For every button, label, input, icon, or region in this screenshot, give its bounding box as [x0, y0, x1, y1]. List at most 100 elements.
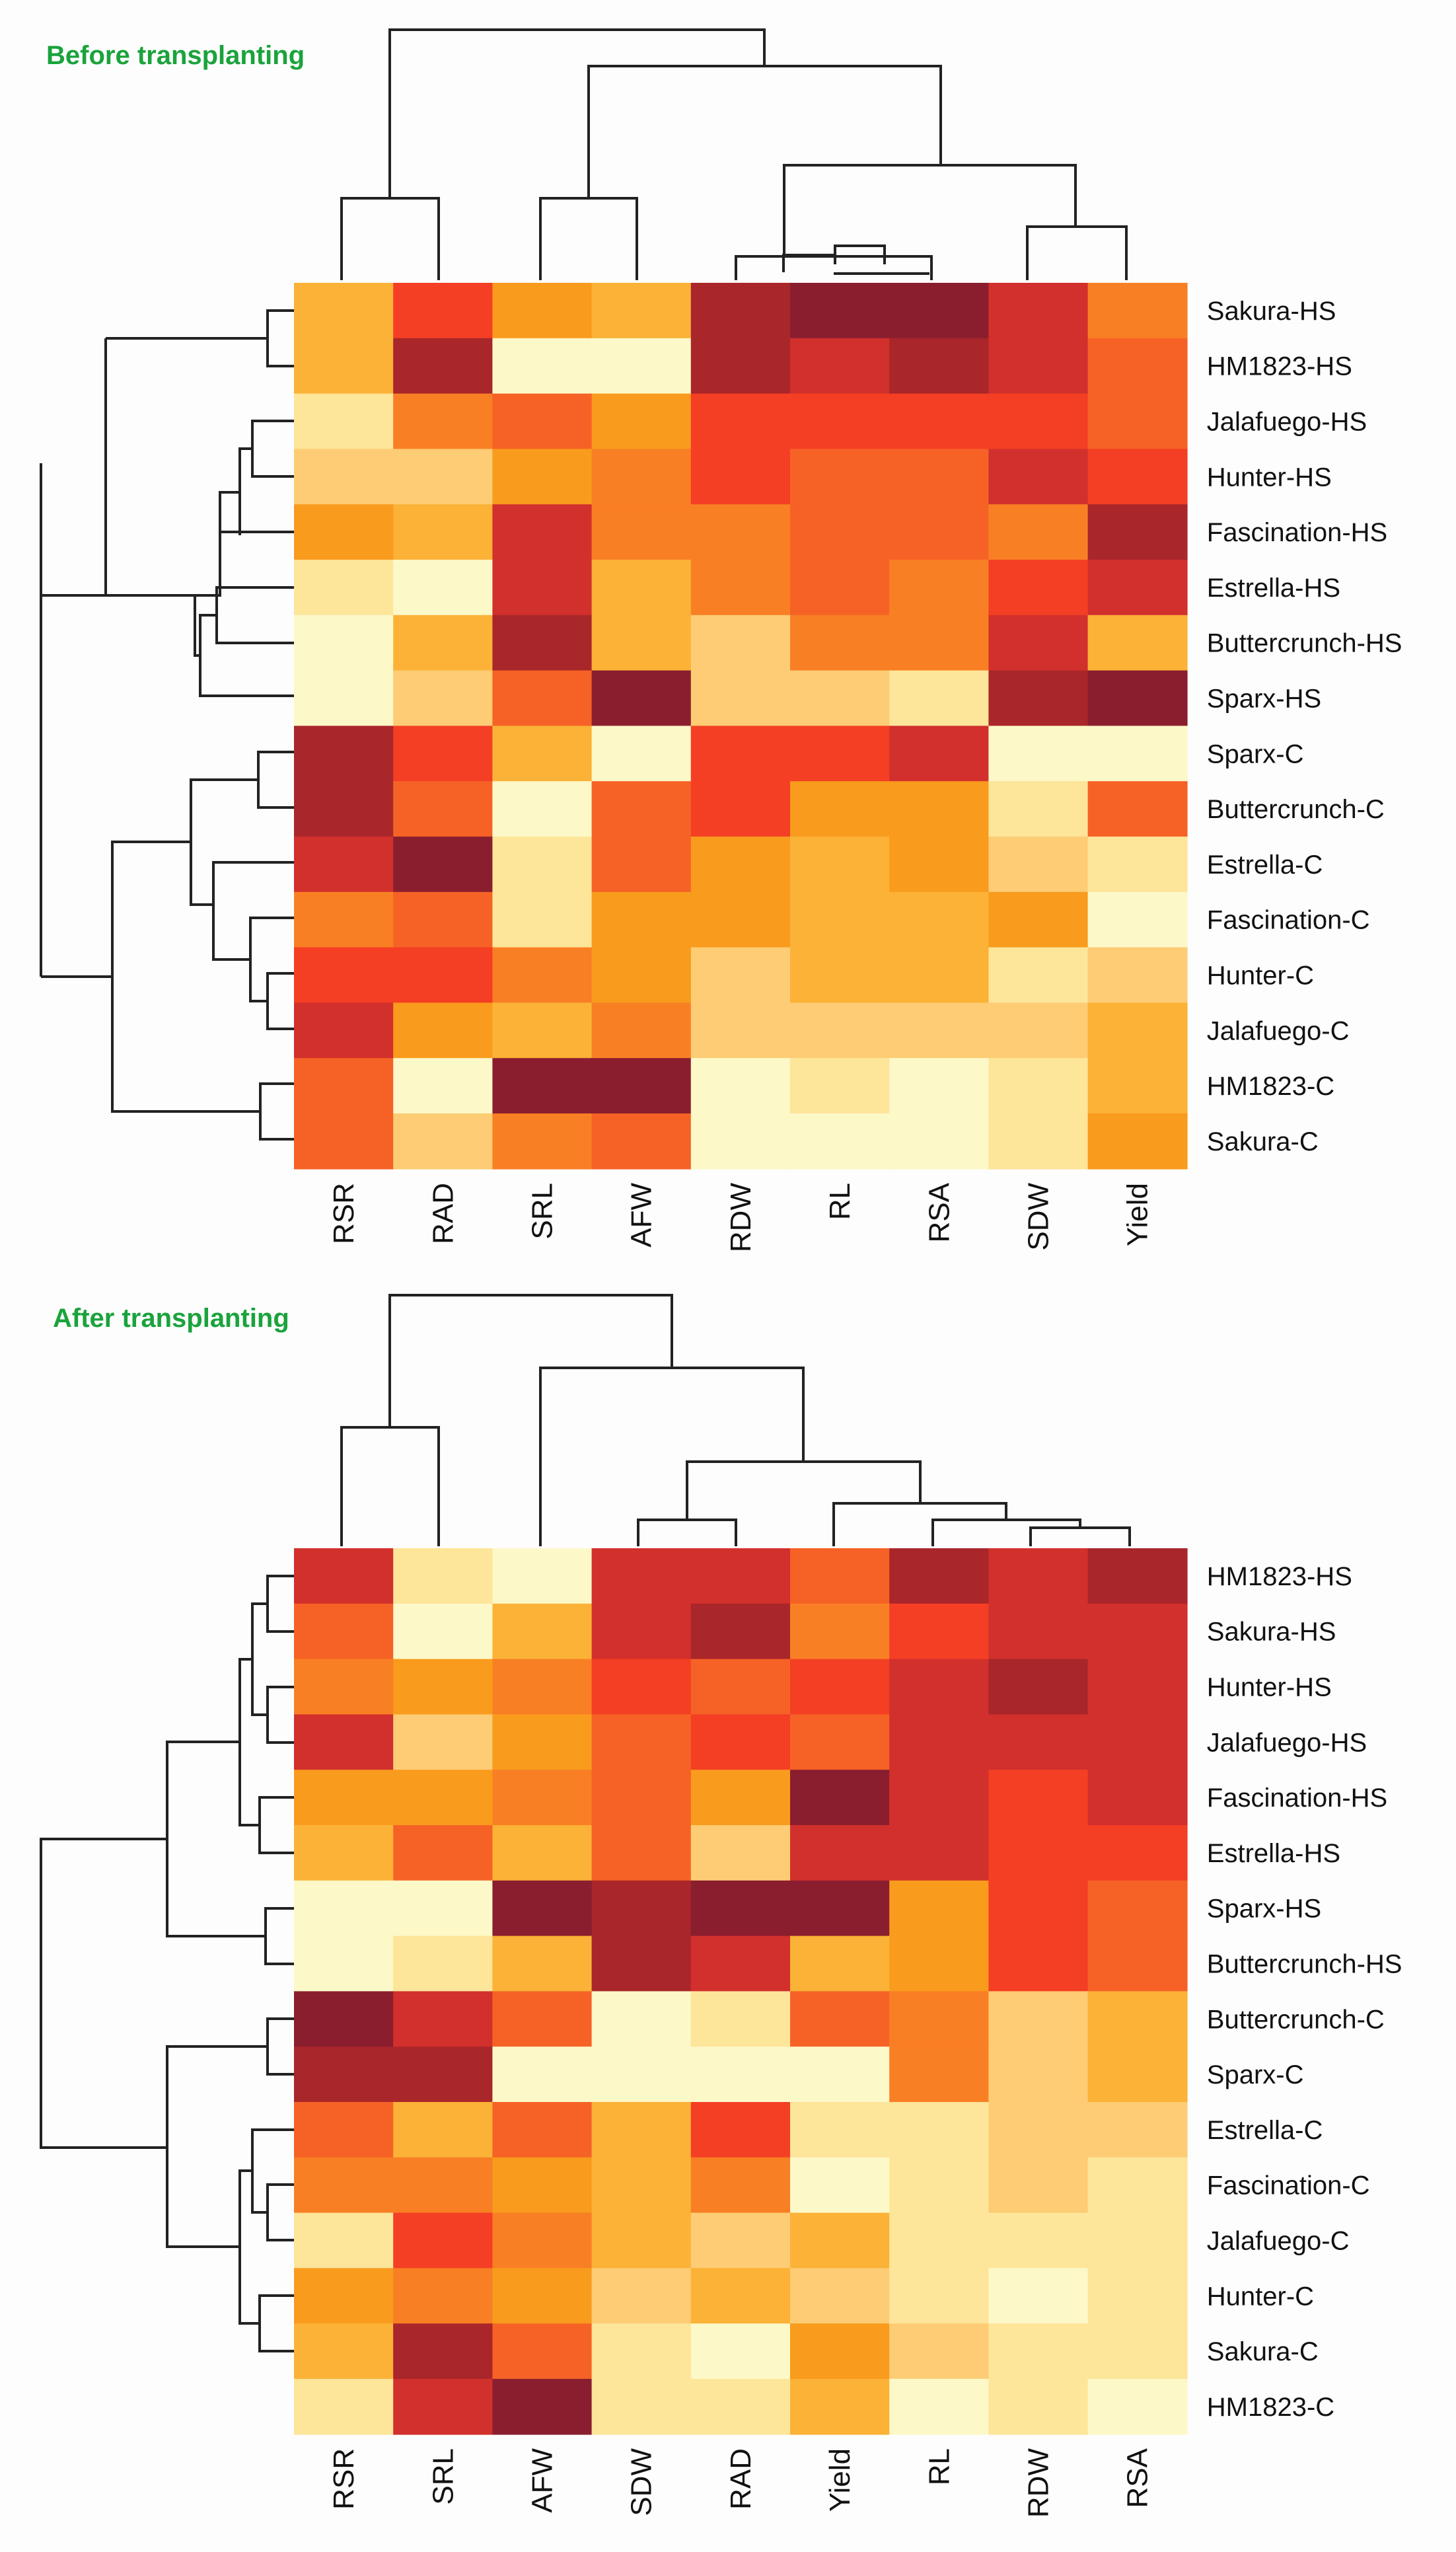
cell-hunter-c-rl: [790, 947, 890, 1004]
cell-sakura-c-srl: [492, 1113, 593, 1170]
row-label-estrella-hs: Estrella-HS: [1207, 1839, 1340, 1868]
cell-hunter-hs-afw: [492, 1659, 593, 1715]
cell-sakura-hs-rsr: [294, 1603, 394, 1660]
cell-jalafuego-c-rad: [393, 1002, 493, 1059]
cell-buttercrunch-c-rdw: [690, 781, 791, 837]
cell-jalafuego-hs-rsa: [1087, 1714, 1188, 1770]
cell-fascination-hs-afw: [492, 1770, 593, 1826]
row-label-sakura-c: Sakura-C: [1207, 1127, 1319, 1156]
cell-fascination-hs-rad: [393, 504, 493, 560]
cell-buttercrunch-hs-rsa: [1087, 1935, 1188, 1992]
cell-sparx-c-srl: [393, 2046, 493, 2103]
cell-jalafuego-c-afw: [492, 2212, 593, 2269]
cell-fascination-hs-rad: [690, 1770, 791, 1826]
cell-fascination-hs-yield: [1087, 504, 1188, 560]
cell-hunter-c-yield: [1087, 947, 1188, 1004]
cell-estrella-c-rsr: [294, 837, 394, 893]
row-label-sparx-hs: Sparx-HS: [1207, 685, 1321, 714]
cell-jalafuego-hs-rsr: [294, 393, 394, 450]
cell-sakura-c-rdw: [988, 2323, 1089, 2380]
cell-sakura-hs-rl: [889, 1603, 990, 1660]
cell-hunter-c-afw: [492, 2268, 593, 2324]
row-label-hm1823-c: HM1823-C: [1207, 2393, 1334, 2422]
cell-jalafuego-hs-yield: [1087, 393, 1188, 450]
cell-jalafuego-c-rdw: [988, 2212, 1089, 2269]
cell-estrella-hs-rdw: [988, 1825, 1089, 1881]
cell-sparx-hs-rdw: [988, 1880, 1089, 1937]
cell-sakura-hs-srl: [492, 283, 593, 339]
cell-fascination-hs-srl: [492, 504, 593, 560]
cell-fascination-c-afw: [492, 2157, 593, 2214]
cell-hm1823-c-afw: [492, 2379, 593, 2435]
cell-sakura-hs-rad: [690, 1603, 791, 1660]
cell-estrella-hs-yield: [790, 1825, 890, 1881]
cell-fascination-hs-sdw: [988, 504, 1089, 560]
cell-fascination-c-rsa: [889, 891, 990, 948]
row-label-estrella-hs: Estrella-HS: [1207, 574, 1340, 603]
cell-jalafuego-c-rsa: [889, 1002, 990, 1059]
cell-estrella-hs-yield: [1087, 560, 1188, 616]
cell-sparx-hs-yield: [1087, 670, 1188, 727]
cell-hunter-c-rad: [393, 947, 493, 1004]
cell-hunter-c-sdw: [591, 2268, 692, 2324]
cell-jalafuego-hs-srl: [393, 1714, 493, 1770]
cell-estrella-hs-rl: [790, 560, 890, 616]
cell-fascination-hs-rsr: [294, 1770, 394, 1826]
cell-buttercrunch-c-sdw: [988, 781, 1089, 837]
cell-sakura-hs-srl: [393, 1603, 493, 1660]
cell-hunter-hs-rsa: [889, 449, 990, 505]
cell-sakura-c-rad: [690, 2323, 791, 2380]
cell-sakura-hs-yield: [790, 1603, 890, 1660]
cell-hunter-hs-sdw: [591, 1659, 692, 1715]
cell-sakura-hs-rsr: [294, 283, 394, 339]
cell-sparx-c-rdw: [690, 726, 791, 782]
cell-buttercrunch-c-rad: [690, 1991, 791, 2047]
cell-hunter-hs-rsa: [1087, 1659, 1188, 1715]
cell-hm1823-hs-sdw: [988, 338, 1089, 394]
cell-jalafuego-hs-rdw: [690, 393, 791, 450]
cell-sparx-hs-rsa: [889, 670, 990, 727]
row-dendrogram-before: [40, 309, 294, 1141]
cell-buttercrunch-hs-sdw: [591, 1935, 692, 1992]
panel-title-after: After transplanting: [53, 1304, 289, 1333]
cell-sakura-c-srl: [393, 2323, 493, 2380]
cell-hm1823-hs-rsa: [889, 338, 990, 394]
cell-fascination-c-rsr: [294, 891, 394, 948]
cell-hunter-hs-rl: [889, 1659, 990, 1715]
cell-estrella-c-rdw: [988, 2102, 1089, 2158]
cell-sparx-c-sdw: [591, 2046, 692, 2103]
cell-hm1823-hs-rl: [889, 1548, 990, 1604]
cell-hm1823-hs-rdw: [690, 338, 791, 394]
cell-jalafuego-c-rsa: [1087, 2212, 1188, 2269]
row-label-jalafuego-c: Jalafuego-C: [1207, 1016, 1350, 1045]
cell-jalafuego-c-afw: [591, 1002, 692, 1059]
cell-jalafuego-hs-rl: [790, 393, 890, 450]
cell-sakura-c-sdw: [988, 1113, 1089, 1170]
cell-hunter-c-rad: [690, 2268, 791, 2324]
cell-jalafuego-hs-afw: [492, 1714, 593, 1770]
cell-jalafuego-c-yield: [790, 2212, 890, 2269]
cell-fascination-c-rl: [790, 891, 890, 948]
row-labels-after: HM1823-HS Sakura-HS Hunter-HS Jalafuego-HS F…: [1207, 1562, 1402, 2422]
cell-hm1823-hs-yield: [790, 1548, 890, 1604]
cell-jalafuego-c-rsr: [294, 1002, 394, 1059]
cell-estrella-hs-rad: [393, 560, 493, 616]
cell-jalafuego-c-rl: [889, 2212, 990, 2269]
column-dendrogram-before: [340, 28, 1128, 280]
row-label-jalafuego-c: Jalafuego-C: [1207, 2227, 1350, 2256]
cell-hm1823-c-rsa: [1087, 2379, 1188, 2435]
cell-estrella-c-yield: [790, 2102, 890, 2158]
cell-jalafuego-c-sdw: [988, 1002, 1089, 1059]
cell-buttercrunch-hs-afw: [492, 1935, 593, 1992]
cell-sakura-hs-afw: [591, 283, 692, 339]
cell-hm1823-hs-sdw: [591, 1548, 692, 1604]
cell-sparx-hs-srl: [393, 1880, 493, 1937]
cell-estrella-c-rl: [889, 2102, 990, 2158]
row-label-hunter-hs: Hunter-HS: [1207, 1673, 1332, 1702]
column-label-srl: SRL: [427, 2448, 459, 2505]
cell-sparx-c-rdw: [988, 2046, 1089, 2103]
cell-buttercrunch-c-srl: [393, 1991, 493, 2047]
cell-estrella-hs-rsr: [294, 1825, 394, 1881]
row-label-sakura-c: Sakura-C: [1207, 2337, 1319, 2366]
cell-fascination-c-srl: [492, 891, 593, 948]
